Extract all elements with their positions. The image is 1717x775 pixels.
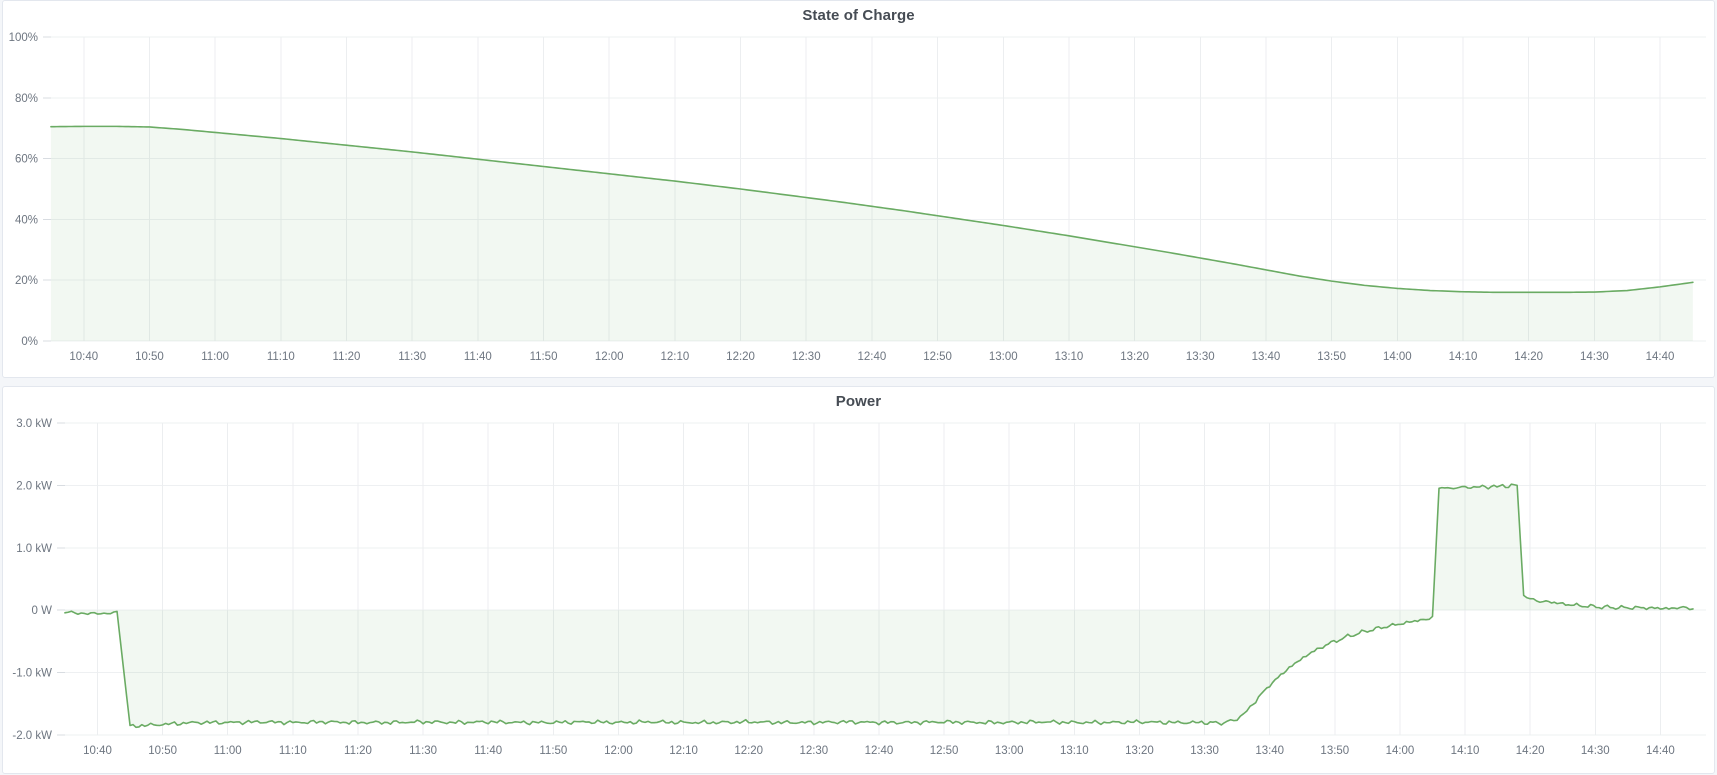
panel-title-power: Power (835, 393, 882, 410)
x-tick-label: 14:10 (1451, 745, 1480, 757)
x-tick-label: 11:50 (530, 351, 558, 363)
x-tick-label: 13:10 (1060, 745, 1089, 757)
y-tick-label: 80% (15, 93, 38, 105)
x-tick-label: 10:50 (135, 351, 164, 363)
x-tick-label: 14:20 (1514, 351, 1543, 363)
x-tick-label: 12:30 (792, 351, 821, 363)
x-tick-label: 11:40 (464, 351, 492, 363)
x-tick-label: 11:30 (398, 351, 426, 363)
x-tick-label: 12:50 (923, 351, 952, 363)
y-tick-label: 60% (15, 154, 38, 166)
x-tick-label: 14:00 (1383, 351, 1412, 363)
x-tick-label: 11:10 (267, 351, 295, 363)
x-tick-label: 12:20 (726, 351, 755, 363)
power-chart[interactable]: -2.0 kW -1.0 kW 0 W 1.0 kW 2.0 kW 3.0 kW 10:40… (3, 413, 1714, 773)
x-tick-label: 12:10 (661, 351, 690, 363)
x-tick-label: 13:40 (1252, 351, 1281, 363)
series-area-power (64, 484, 1693, 728)
panel-title-state-of-charge: State of Charge (802, 7, 915, 24)
x-tick-label: 14:00 (1386, 745, 1415, 757)
y-tick-label: 0 W (32, 605, 53, 617)
x-tick-label: 12:30 (799, 745, 828, 757)
x-tick-label: 13:30 (1190, 745, 1219, 757)
series-line-power (64, 483, 1694, 729)
y-tick-label: 3.0 kW (16, 418, 52, 430)
x-tick-label: 13:30 (1186, 351, 1215, 363)
panel-state-of-charge: State of Charge 0% 20% 40% 60% 80% 100% 10:40 1… (2, 0, 1715, 378)
x-tick-label: 10:40 (69, 351, 98, 363)
x-tick-label: 12:10 (669, 745, 698, 757)
x-tick-label: 11:40 (474, 745, 502, 757)
state-of-charge-chart[interactable]: 0% 20% 40% 60% 80% 100% 10:40 10:50 11:00 11:10 11… (3, 27, 1714, 377)
x-tick-label: 13:00 (995, 745, 1024, 757)
x-tick-label: 12:40 (865, 745, 894, 757)
x-tick-label: 12:20 (734, 745, 763, 757)
x-tick-label: 12:00 (604, 745, 633, 757)
x-tick-label: 14:30 (1580, 351, 1609, 363)
x-tick-label: 14:30 (1581, 745, 1610, 757)
x-tick-label: 10:40 (83, 745, 112, 757)
y-tick-label: 100% (9, 32, 38, 44)
x-tick-label: 13:00 (989, 351, 1018, 363)
x-tick-label: 13:40 (1255, 745, 1284, 757)
y-tick-label: 40% (15, 214, 38, 226)
x-tick-label: 13:20 (1125, 745, 1154, 757)
series-line-state-of-charge (50, 125, 1694, 294)
x-tick-label: 11:00 (214, 745, 242, 757)
x-tick-label: 14:40 (1646, 745, 1675, 757)
x-tick-label: 13:20 (1120, 351, 1149, 363)
x-tick-label: 14:20 (1516, 745, 1545, 757)
y-tick-label: 0% (21, 336, 38, 348)
y-tick-label: 1.0 kW (16, 543, 52, 555)
x-tick-label: 12:40 (858, 351, 887, 363)
x-tick-label: 10:50 (148, 745, 177, 757)
x-tick-label: 13:50 (1317, 351, 1346, 363)
x-tick-label: 11:30 (409, 745, 437, 757)
x-tick-label: 14:10 (1449, 351, 1478, 363)
y-tick-label: 20% (15, 275, 38, 287)
chart-area-power: -2.0 kW -1.0 kW 0 W 1.0 kW 2.0 kW 3.0 kW 10:40… (3, 413, 1714, 773)
series-area-state-of-charge (50, 126, 1693, 341)
x-tick-label: 14:40 (1646, 351, 1675, 363)
x-tick-label: 11:20 (333, 351, 361, 363)
y-tick-label: 2.0 kW (16, 480, 52, 492)
y-tick-label: -2.0 kW (12, 730, 52, 742)
panel-power: Power -2.0 kW -1.0 kW 0 W 1.0 kW 2.0 kW 3.0 k… (2, 386, 1715, 774)
x-tick-label: 11:50 (539, 745, 567, 757)
y-tick-label: -1.0 kW (12, 668, 52, 680)
chart-area-state-of-charge: 0% 20% 40% 60% 80% 100% 10:40 10:50 11:00 11:10 11… (3, 27, 1714, 377)
x-tick-label: 12:00 (595, 351, 624, 363)
x-tick-label: 11:00 (201, 351, 229, 363)
x-tick-label: 11:10 (279, 745, 307, 757)
x-tick-label: 13:50 (1320, 745, 1349, 757)
x-tick-label: 11:20 (344, 745, 372, 757)
x-tick-label: 12:50 (930, 745, 959, 757)
x-tick-label: 13:10 (1055, 351, 1084, 363)
